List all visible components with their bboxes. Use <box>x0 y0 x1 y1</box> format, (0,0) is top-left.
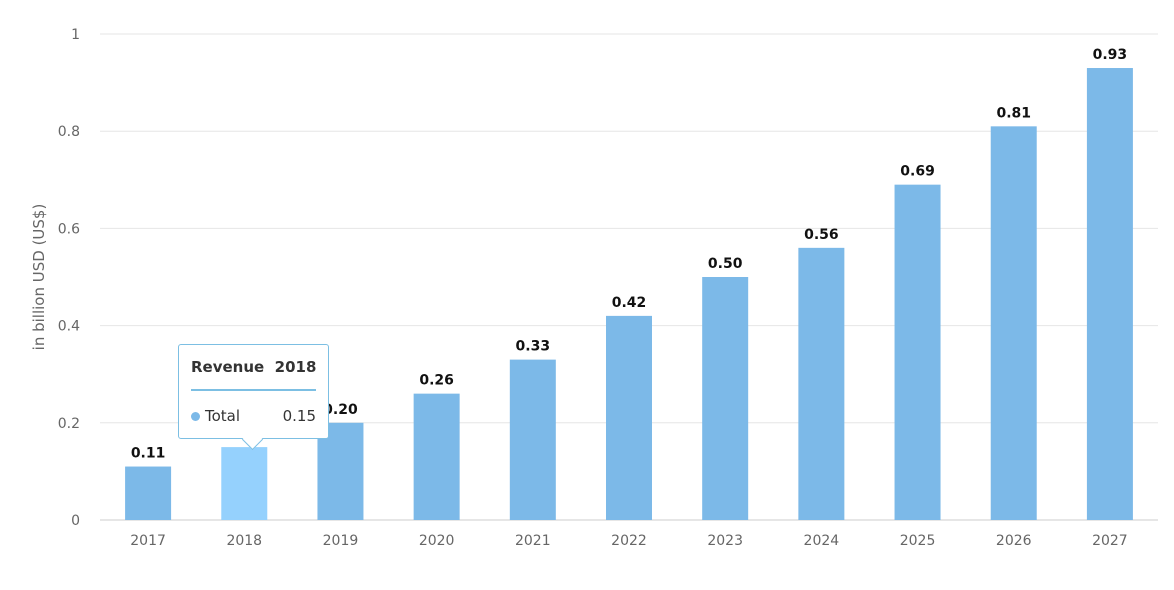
x-tick-label: 2024 <box>804 533 840 549</box>
x-tick-label: 2020 <box>419 533 455 549</box>
x-tick-label: 2018 <box>226 533 262 549</box>
data-label-2024: 0.56 <box>804 227 839 243</box>
x-tick-label: 2023 <box>707 533 743 549</box>
bar-2018[interactable] <box>221 447 268 520</box>
data-label-2017: 0.11 <box>131 446 166 462</box>
y-tick-label: 0 <box>71 513 80 529</box>
bar-2017[interactable] <box>125 466 172 520</box>
bar-2024[interactable] <box>798 247 845 520</box>
tooltip-divider <box>191 389 316 391</box>
tooltip: Revenue 2018 Total 0.15 <box>178 344 329 439</box>
y-tick-label: 0.2 <box>58 416 80 432</box>
x-tick-label: 2026 <box>996 533 1032 549</box>
bars <box>125 68 1133 521</box>
tooltip-title-main: Revenue <box>191 358 265 376</box>
y-tick-label: 0.6 <box>58 221 80 237</box>
bar-2021[interactable] <box>509 359 556 520</box>
series-dot-icon <box>191 411 200 421</box>
tooltip-value: 0.15 <box>282 407 316 425</box>
x-tick-label: 2027 <box>1092 533 1128 549</box>
bar-2020[interactable] <box>413 393 460 520</box>
tooltip-series-name: Total <box>205 407 241 425</box>
data-label-2019: 0.20 <box>323 402 358 418</box>
data-label-2020: 0.26 <box>419 373 454 389</box>
tooltip-title: Revenue 2018 <box>191 358 316 376</box>
bar-2027[interactable] <box>1086 68 1133 521</box>
data-labels: 0.11 0.20 0.26 0.33 0.42 0.50 0.56 0.69 0.81 0.93 <box>131 47 1127 462</box>
data-label-2023: 0.50 <box>708 256 743 272</box>
x-tick-label: 2022 <box>611 533 647 549</box>
y-tick-label: 1 <box>71 27 80 43</box>
data-label-2022: 0.42 <box>612 295 647 311</box>
bar-2026[interactable] <box>990 126 1037 520</box>
bar-2019[interactable] <box>317 422 364 520</box>
x-tick-label: 2017 <box>130 533 166 549</box>
bar-2025[interactable] <box>894 184 941 520</box>
y-axis-ticks: 0 0.2 0.4 0.6 0.8 1 <box>58 27 80 529</box>
tooltip-title-year: 2018 <box>274 358 317 376</box>
bar-2022[interactable] <box>606 315 652 520</box>
x-tick-label: 2021 <box>515 533 551 549</box>
data-label-2025: 0.69 <box>900 164 935 180</box>
x-tick-label: 2025 <box>900 533 936 549</box>
y-axis-label: in billion USD (US$) <box>30 204 48 351</box>
x-tick-label: 2019 <box>323 533 359 549</box>
y-tick-label: 0.4 <box>58 319 80 335</box>
bar-2023[interactable] <box>702 277 749 520</box>
y-tick-label: 0.8 <box>58 124 80 140</box>
data-label-2026: 0.81 <box>996 105 1031 121</box>
tooltip-row: Total 0.15 <box>191 407 316 425</box>
data-label-2021: 0.33 <box>516 339 551 355</box>
data-label-2027: 0.93 <box>1093 47 1128 63</box>
x-axis-ticks: 2017 2018 2019 2020 2021 2022 2023 2024 2025 2026… <box>130 533 1127 549</box>
